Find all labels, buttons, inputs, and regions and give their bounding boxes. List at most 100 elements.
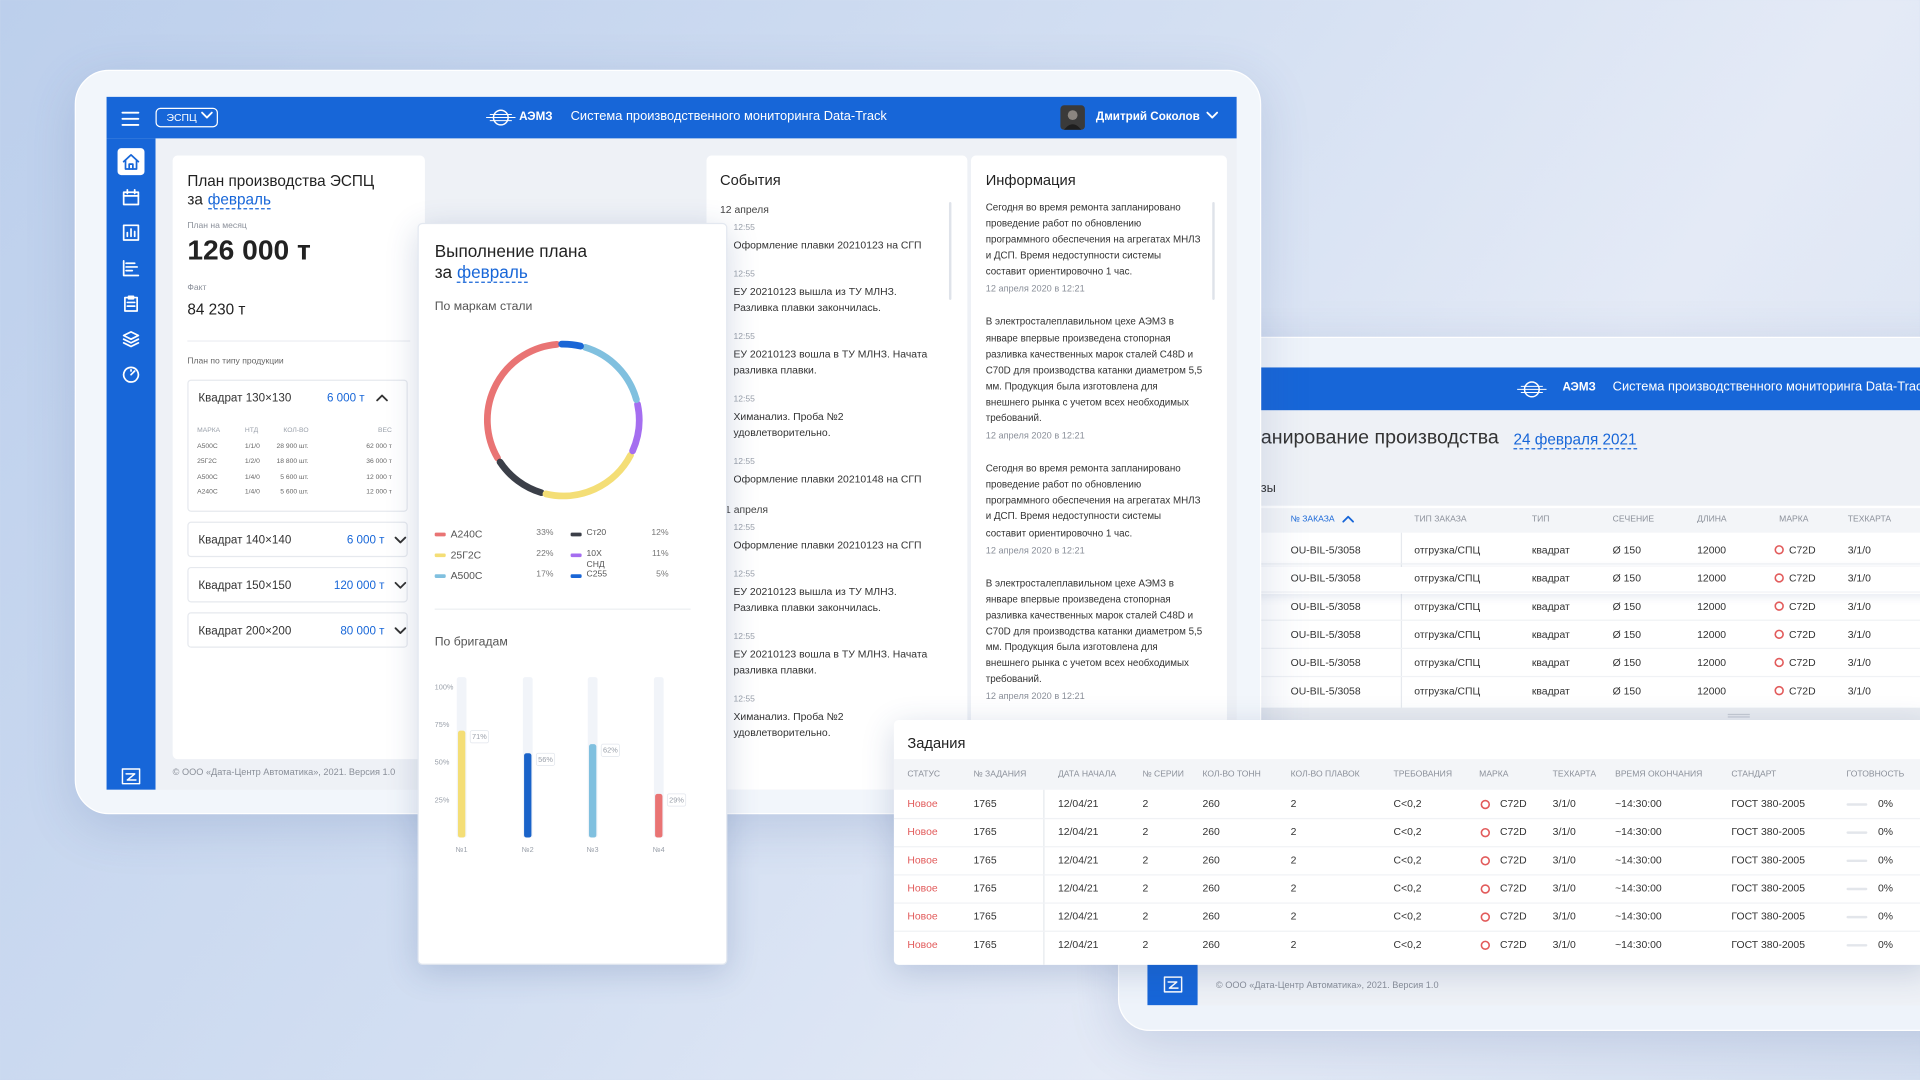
legend-value: 22% xyxy=(536,549,554,559)
table-cell: ~14:30:00 xyxy=(1615,853,1662,866)
logo-wings xyxy=(486,113,516,122)
table-cell: ~14:30:00 xyxy=(1615,909,1662,923)
caret-down xyxy=(394,536,407,544)
table-cell: 1765 xyxy=(973,825,997,838)
logo-mark xyxy=(1163,976,1183,993)
donut-segment xyxy=(629,400,643,455)
table-cell: 2 xyxy=(1142,825,1149,838)
table-cell: 0% xyxy=(1878,825,1894,838)
event-time: 12:55 xyxy=(733,224,755,233)
product-value: 6 000 т xyxy=(326,391,365,406)
nav-icon[interactable] xyxy=(121,258,141,278)
event-time: 12:55 xyxy=(733,395,755,405)
event-time: 12:55 xyxy=(733,633,755,642)
nav-icon[interactable] xyxy=(121,329,141,349)
row-divider xyxy=(893,846,1920,848)
table-cell: Ø 150 xyxy=(1612,628,1642,641)
y-tick-label: 75% xyxy=(435,720,450,729)
divider xyxy=(187,340,411,342)
table-cell: 0% xyxy=(1878,937,1894,951)
icon-stroke xyxy=(122,338,140,344)
table-cell: 12/04/21 xyxy=(1057,797,1099,810)
table-cell: OU-BIL-5/3058 xyxy=(1290,684,1361,697)
copyright: © ООО «Дата-Центр Автоматика», 2021. Вер… xyxy=(172,766,396,778)
nav-icon[interactable] xyxy=(121,365,141,385)
table-cell: ~14:30:00 xyxy=(1615,797,1662,810)
scrollbar xyxy=(948,202,952,300)
unit-selector[interactable]: ЭСПЦ xyxy=(155,107,218,128)
caret-up xyxy=(1342,515,1354,523)
progress-track xyxy=(1846,944,1868,947)
user-avatar xyxy=(1060,105,1085,130)
column-header: КОЛ-ВО xyxy=(283,427,309,435)
column-header: ГОТОВНОСТЬ xyxy=(1846,770,1905,779)
system-title: Система производственного мониторинга Da… xyxy=(570,108,887,124)
table-cell[interactable]: Новое xyxy=(907,797,938,810)
column-header: СТАНДАРТ xyxy=(1731,770,1777,779)
table-cell: 12/04/21 xyxy=(1057,853,1099,866)
table-cell: ГОСТ 380-2005 xyxy=(1731,797,1805,810)
table-cell: квадрат xyxy=(1531,600,1570,613)
value-label-box xyxy=(666,793,687,807)
product-row[interactable]: Квадрат 200×200 80 000 т xyxy=(187,612,408,648)
progress-track xyxy=(1846,859,1868,863)
nav-icon[interactable] xyxy=(121,152,141,172)
product-row[interactable]: Квадрат 150×150 120 000 т xyxy=(187,566,408,603)
table-cell: С72D xyxy=(1500,853,1527,866)
event-date: 11 апреля xyxy=(720,503,769,516)
nav-icon[interactable] xyxy=(121,223,141,243)
table-cell: 25Г2С xyxy=(197,458,217,466)
table-cell[interactable]: Новое xyxy=(907,937,938,951)
table-cell[interactable]: Новое xyxy=(907,853,938,866)
icon-stroke xyxy=(1206,111,1219,119)
icon-stroke xyxy=(122,366,140,383)
date-link: 24 февраля 2021 xyxy=(1513,431,1637,450)
status-marker xyxy=(1480,884,1491,894)
table-cell: С<0,2 xyxy=(1393,853,1422,866)
events-list: 12 апреля 12:55 Оформление плавки 20210123… xyxy=(720,202,934,755)
sidebar xyxy=(106,138,156,790)
icon-stroke xyxy=(1167,981,1179,989)
status-marker xyxy=(1480,827,1491,838)
status-marker xyxy=(1774,657,1784,668)
table-cell: 2 xyxy=(1290,797,1297,810)
status-marker xyxy=(1774,629,1784,640)
product-name: Квадрат 150×150 xyxy=(198,579,292,593)
column-header: КОЛ-ВО ТОНН xyxy=(1202,770,1261,779)
table-cell[interactable]: Новое xyxy=(907,825,938,838)
table-cell[interactable]: Новое xyxy=(907,909,938,923)
menu-button[interactable] xyxy=(121,109,141,129)
bar-chart: 25% 50% 75% 100% 71% №1 56% №2 62% №3 29% №4 xyxy=(435,677,687,854)
row-divider xyxy=(1197,675,1920,678)
product-name: Квадрат 140×140 xyxy=(198,533,292,548)
table-cell: ~14:30:00 xyxy=(1615,825,1662,838)
x-tick-label: №2 xyxy=(522,845,534,854)
marker-ring xyxy=(1480,827,1491,838)
icon-stroke xyxy=(124,159,138,170)
info-item: Сегодня во время ремонта запланировано п… xyxy=(986,461,1204,555)
row-divider xyxy=(1197,647,1920,649)
period-link: февраль xyxy=(207,191,271,210)
column-header: ТИП ЗАКАЗА xyxy=(1414,515,1467,525)
user-name[interactable]: Дмитрий Соколов xyxy=(1095,110,1200,124)
info-date: 12 апреля 2020 в 12:21 xyxy=(985,429,1085,441)
table-cell: OU-BIL-5/3058 xyxy=(1290,543,1361,556)
nav-icon[interactable] xyxy=(121,294,141,314)
product-value: 6 000 т xyxy=(346,533,385,548)
nav-icon[interactable] xyxy=(121,187,141,207)
table-cell: 18 800 шт. xyxy=(276,458,309,466)
product-row[interactable]: Квадрат 140×140 6 000 т xyxy=(187,521,408,558)
bar xyxy=(588,744,597,838)
icon-stroke xyxy=(122,224,140,241)
unit-label: ЭСПЦ xyxy=(166,111,197,124)
column-header: ТЕХКАРТА xyxy=(1847,515,1892,525)
table-cell: С<0,2 xyxy=(1393,881,1422,894)
table-resize-strip xyxy=(1197,707,1920,720)
caret-down xyxy=(1206,111,1219,119)
column-header: № ЗАДАНИЯ xyxy=(973,770,1027,779)
marker-ring xyxy=(1774,601,1784,611)
table-cell[interactable]: Новое xyxy=(907,881,938,894)
product-row[interactable]: Квадрат 130×130 6 000 т МАРКА НТД КОЛ-ВО ВЕС А… xyxy=(187,379,408,512)
orders-table: № ЗАКАЗА ТИП ЗАКАЗА ТИП СЕЧЕНИЕ ДЛИНА МАРКА ТЕ… xyxy=(1197,505,1920,708)
table-cell: 0% xyxy=(1878,853,1894,866)
